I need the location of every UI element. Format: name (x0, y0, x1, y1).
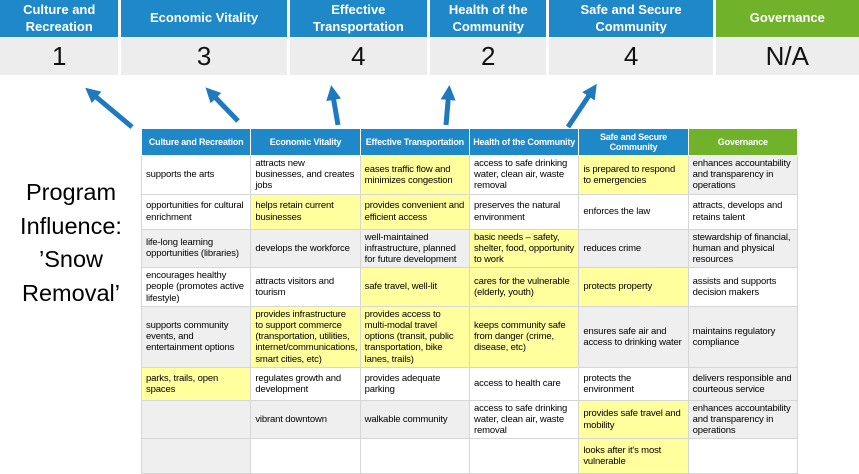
matrix-cell-r4-c3: safe travel, well-lit (359, 267, 470, 307)
summary-column-4: Health of the Community 2 (430, 0, 547, 75)
matrix-cell-r3-c1: life-long learning opportunities (librar… (140, 228, 252, 269)
matrix-cell-r1-c2: attracts new businesses, and creates job… (250, 155, 361, 195)
influence-arrows (85, 83, 597, 129)
matrix-row: life-long learning opportunities (librar… (140, 228, 799, 269)
matrix-header: Culture and Recreation (140, 128, 252, 156)
matrix-cell-r1-c4: access to safe drinking water, clean air… (468, 155, 580, 195)
matrix-cell-r5-c2: provides infrastructure to support comme… (250, 305, 361, 368)
matrix-cell-r5-c4: keeps community safe from danger (crime,… (468, 305, 580, 368)
matrix-cell-r1-c1: supports the arts (140, 155, 252, 195)
matrix-cell-r7-c3: walkable community (359, 399, 470, 440)
matrix-cell-r6-c3: provides adequate parking (359, 366, 470, 401)
matrix-cell-r2-c3: provides convenient and efficient access (359, 193, 470, 230)
matrix-cell-r6-c6: delivers responsible and courteous servi… (687, 366, 799, 401)
summary-column-2: Economic Vitality 3 (121, 0, 287, 75)
matrix-row: opportunities for cultural enrichment hel… (140, 193, 799, 230)
matrix-cell-r2-c4: preserves the natural environment (468, 193, 580, 230)
summary-score: N/A (715, 38, 859, 75)
matrix-cell-r1-c3: eases traffic flow and minimizes congest… (359, 155, 470, 195)
matrix-cell-r8-c1 (140, 438, 252, 474)
arrow-up-icon (85, 87, 134, 129)
matrix-cell-r2-c5: enforces the law (578, 193, 689, 230)
matrix-cell-r7-c6: enhances accountability and transparency… (687, 399, 799, 440)
arrow-up-icon (205, 87, 240, 123)
matrix-cell-r7-c4: access to safe drinking water, clean air… (468, 399, 580, 440)
matrix-row: supports the arts attracts new businesses… (140, 155, 799, 195)
matrix-row: looks after it's most vulnerable (140, 438, 799, 474)
matrix-cell-r5-c1: supports community events, and entertain… (140, 305, 252, 368)
summary-column-1: Culture and Recreation 1 (0, 0, 119, 75)
matrix-cell-r3-c4: basic needs – safety, shelter, food, opp… (468, 228, 580, 269)
summary-column-6: Governance N/A (715, 0, 859, 75)
matrix-cell-r8-c2 (250, 438, 361, 474)
matrix-cell-r3-c6: stewardship of financial, human and phys… (687, 228, 799, 269)
matrix-cell-r8-c5: looks after it's most vulnerable (578, 438, 689, 474)
arrow-up-icon (326, 85, 342, 126)
matrix-row: supports community events, and entertain… (140, 305, 799, 368)
matrix-cell-r3-c2: develops the workforce (250, 228, 361, 269)
matrix-header: Effective Transportation (359, 128, 470, 156)
matrix-row: vibrant downtown walkable community access… (140, 399, 799, 440)
matrix-header-row: Culture and Recreation Economic Vitality E… (140, 128, 799, 156)
matrix-header: Health of the Community (468, 128, 580, 156)
summary-header: Health of the Community (430, 0, 547, 37)
summary-header: Governance (715, 0, 859, 37)
matrix-cell-r5-c6: maintains regulatory compliance (687, 305, 799, 368)
matrix-cell-r6-c5: protects the environment (578, 366, 689, 401)
summary-header: Economic Vitality (121, 0, 287, 37)
matrix-cell-r5-c3: provides access to multi-modal travel op… (359, 305, 470, 368)
influence-matrix: Culture and Recreation Economic Vitality E… (140, 128, 799, 474)
summary-header: Safe and Secure Community (549, 0, 713, 37)
matrix-cell-r6-c1: parks, trails, open spaces (140, 366, 252, 401)
summary-score: 3 (121, 38, 287, 75)
matrix-row: encourages healthy people (promotes acti… (140, 267, 799, 307)
matrix-header: Governance (687, 128, 799, 156)
matrix-cell-r6-c4: access to health care (468, 366, 580, 401)
matrix-cell-r5-c5: ensures safe air and access to drinking … (578, 305, 689, 368)
matrix-cell-r8-c6 (687, 438, 799, 474)
matrix-cell-r4-c5: protects property (578, 267, 689, 307)
summary-score: 2 (430, 38, 547, 75)
matrix-cell-r7-c5: provides safe travel and mobility (578, 399, 689, 440)
matrix-cell-r4-c2: attracts visitors and tourism (250, 267, 361, 307)
summary-column-5: Safe and Secure Community 4 (549, 0, 713, 75)
matrix-cell-r1-c5: is prepared to respond to emergencies (578, 155, 689, 195)
matrix-cell-r8-c3 (359, 438, 470, 474)
summary-header: Effective Transportation (289, 0, 427, 37)
matrix-cell-r2-c1: opportunities for cultural enrichment (140, 193, 252, 230)
summary-score: 4 (549, 38, 713, 75)
summary-column-3: Effective Transportation 4 (289, 0, 427, 75)
matrix-cell-r1-c6: enhances accountability and transparency… (687, 155, 799, 195)
summary-score: 1 (0, 38, 119, 75)
matrix-cell-r2-c2: helps retain current businesses (250, 193, 361, 230)
matrix-cell-r2-c6: attracts, develops and retains talent (687, 193, 799, 230)
matrix-cell-r3-c3: well-maintained infrastructure, planned … (359, 228, 470, 269)
matrix-cell-r3-c5: reduces crime (578, 228, 689, 269)
summary-scoreboard: Culture and Recreation 1 Economic Vitality… (0, 0, 859, 75)
summary-score: 4 (289, 38, 427, 75)
matrix-cell-r7-c2: vibrant downtown (250, 399, 361, 440)
arrow-up-icon (440, 85, 456, 126)
summary-header: Culture and Recreation (0, 0, 119, 37)
matrix-cell-r4-c1: encourages healthy people (promotes acti… (140, 267, 252, 307)
arrow-up-icon (565, 83, 597, 129)
program-title: Program Influence: ’Snow Removal’ (20, 179, 122, 306)
matrix-cell-r6-c2: regulates growth and development (250, 366, 361, 401)
matrix-header: Economic Vitality (250, 128, 361, 156)
matrix-cell-r7-c1 (140, 399, 252, 440)
matrix-cell-r4-c4: cares for the vulnerable (elderly, youth… (468, 267, 580, 307)
matrix-header: Safe and Secure Community (578, 128, 689, 156)
matrix-cell-r8-c4 (468, 438, 580, 474)
matrix-cell-r4-c6: assists and supports decision makers (687, 267, 799, 307)
matrix-row: parks, trails, open spaces regulates grow… (140, 366, 799, 401)
